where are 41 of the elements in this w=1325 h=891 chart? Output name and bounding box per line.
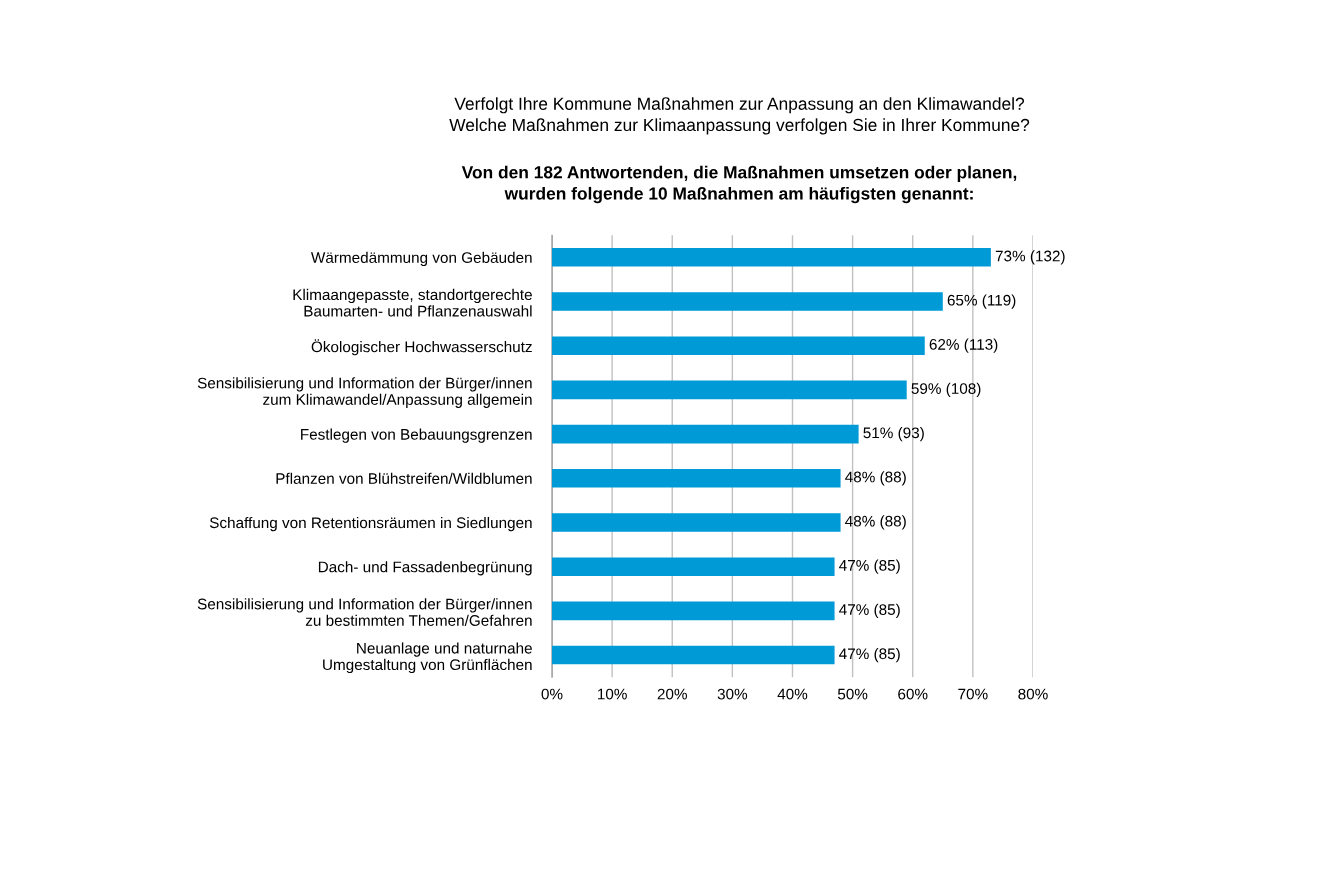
data-label: 73% (132) [995, 250, 1065, 265]
bar [552, 469, 841, 488]
y-tick-label: Festlegen von Bebauungsgrenzen [301, 428, 532, 443]
x-tick-label: 30% [717, 688, 748, 700]
y-tick-label: Pflanzen von Blühstreifen/Wildblumen [276, 472, 532, 484]
x-tick-label: 0% [541, 688, 563, 700]
y-tick-label: Schaffung von Retentionsräumen in Siedlungen [209, 516, 532, 532]
data-label: 48% (88) [845, 471, 906, 486]
bar [552, 513, 841, 532]
data-label: 47% (85) [839, 603, 900, 618]
x-tick-label: 40% [777, 688, 808, 700]
chart-subtitle: Von den 182 Antwortenden, die Maßnahmen umsetzen oder planen, wurden folgende 10 Maßnahmen am häufigsten genannt: [461, 165, 1017, 204]
chart-title: Verfolgt Ihre Kommune Maßnahmen zur Anpassung an den Klimawandel? Welche Maßnahmen zur Klimaanpassung verfolgen Sie in Ihrer Kommune? [449, 97, 1030, 135]
data-label: 48% (88) [845, 515, 906, 530]
data-label: 62% (113) [929, 338, 998, 353]
bar [552, 601, 835, 621]
bar [552, 557, 835, 576]
y-tick-label: Klimaangepasste, standortgerechte Baumarten- und Pflanzenauswahl [293, 288, 532, 317]
x-tick-label: 20% [657, 688, 687, 700]
y-tick-label: Ökologischer Hochwasserschutz [311, 339, 532, 356]
x-tick-label: 60% [898, 688, 928, 700]
bar [552, 336, 925, 355]
y-tick-label: Sensibilisierung und Information der Bürger/innen zum Klimawandel/Anpassung allgemein [197, 377, 532, 408]
x-tick-label: 70% [958, 688, 988, 700]
y-tick-label: Neuanlage und naturnahe Umgestaltung von Grünflächen [323, 642, 532, 674]
data-label: 47% (85) [839, 647, 900, 663]
bar [552, 292, 943, 311]
data-label: 65% (119) [947, 294, 1016, 309]
bar [552, 248, 991, 267]
bar [552, 645, 835, 665]
y-tick-label: Wärmedämmung von Gebäuden [310, 251, 532, 267]
bar [552, 380, 907, 400]
x-tick-label: 50% [837, 688, 868, 700]
y-tick-label: Dach- und Fassadenbegrünung [318, 561, 532, 576]
data-label: 47% (85) [839, 559, 900, 574]
x-tick-label: 10% [597, 688, 627, 700]
x-tick-label: 80% [1018, 688, 1048, 700]
data-label: 51% (93) [863, 426, 924, 442]
data-label: 59% (108) [911, 382, 981, 398]
y-tick-label: Sensibilisierung und Information der Bürger/innen zu bestimmten Themen/Gefahren [197, 598, 532, 626]
bar [552, 424, 859, 444]
